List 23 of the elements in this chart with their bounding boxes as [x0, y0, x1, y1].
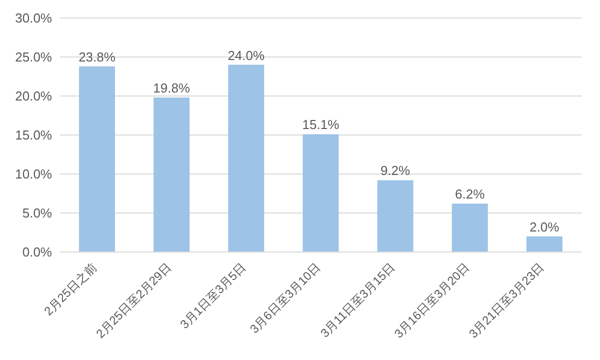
bar: [526, 236, 562, 252]
bar: [302, 134, 339, 252]
data-label: 24.0%: [228, 48, 266, 63]
bar: [79, 66, 115, 252]
y-tick-label: 15.0%: [15, 128, 52, 143]
bar: [154, 98, 190, 252]
data-label: 19.8%: [153, 80, 190, 96]
data-label: 15.1%: [302, 117, 340, 132]
x-tick-label: 2月25日之前: [41, 260, 100, 318]
bar: [228, 64, 264, 252]
data-label: 6.2%: [455, 186, 486, 202]
x-tick-label: 3月1日至3月5日: [177, 260, 249, 332]
y-tick-label: 5.0%: [22, 206, 52, 221]
data-label: 23.8%: [78, 49, 116, 64]
bar: [377, 180, 414, 252]
y-tick-label: 20.0%: [15, 88, 52, 104]
data-label: 9.2%: [380, 163, 411, 178]
y-tick-label: 0.0%: [22, 244, 52, 260]
bar: [452, 204, 488, 252]
data-label: 2.0%: [530, 219, 560, 234]
y-tick-label: 25.0%: [15, 50, 52, 65]
y-tick-label: 10.0%: [15, 166, 52, 182]
y-tick-label: 30.0%: [15, 10, 52, 26]
